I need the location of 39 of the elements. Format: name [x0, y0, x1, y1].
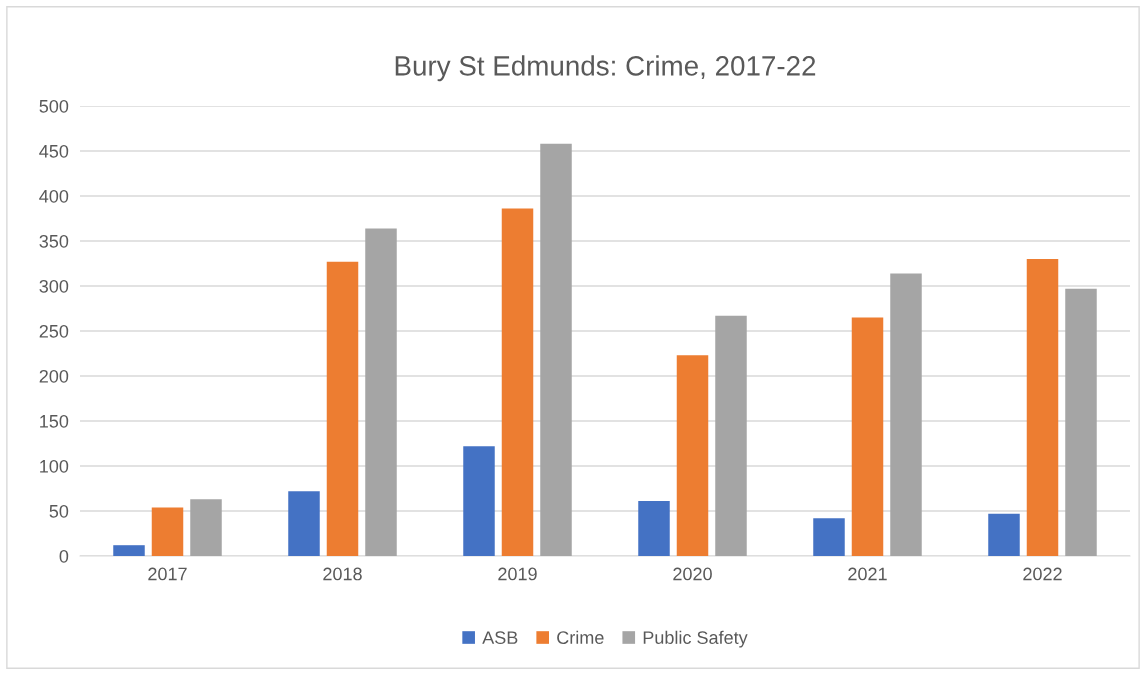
bar — [326, 261, 359, 556]
y-tick-label: 0 — [59, 549, 69, 563]
legend-label: ASB — [482, 631, 518, 645]
legend-label: Crime — [557, 630, 604, 645]
bar — [715, 315, 747, 556]
bar — [813, 518, 845, 556]
bar — [540, 143, 572, 556]
bar — [463, 446, 495, 556]
y-tick-label: 350 — [39, 234, 69, 248]
chart-title: Bury St Edmunds: Crime, 2017-22 — [395, 55, 816, 82]
bar — [638, 501, 670, 556]
legend-label: Public Safety — [643, 630, 748, 648]
bar — [288, 491, 320, 556]
y-tick-label: 450 — [39, 144, 69, 158]
y-tick-label: 200 — [39, 369, 69, 383]
y-tick-label: 250 — [39, 324, 69, 338]
bar — [988, 513, 1020, 556]
bar — [151, 507, 184, 556]
bar — [1026, 259, 1059, 556]
x-tick-label: 2019 — [498, 567, 537, 581]
bar — [676, 355, 709, 556]
y-tick-label: 500 — [39, 99, 69, 113]
y-tick-label: 300 — [39, 279, 69, 293]
y-tick-label: 50 — [49, 504, 69, 518]
x-tick-label: 2018 — [323, 567, 362, 581]
bar — [365, 228, 397, 556]
bar — [113, 545, 145, 556]
bar — [1065, 288, 1097, 556]
y-tick-label: 100 — [40, 459, 69, 473]
y-tick-label: 150 — [40, 414, 69, 428]
x-tick-label: 2021 — [848, 567, 887, 581]
bar — [851, 317, 884, 556]
bar — [190, 499, 222, 556]
y-tick-label: 400 — [39, 189, 69, 203]
bar — [501, 208, 534, 556]
x-tick-label: 2020 — [673, 567, 712, 581]
bar — [890, 273, 922, 556]
x-tick-label: 2017 — [148, 567, 187, 581]
x-tick-label: 2022 — [1023, 567, 1062, 581]
